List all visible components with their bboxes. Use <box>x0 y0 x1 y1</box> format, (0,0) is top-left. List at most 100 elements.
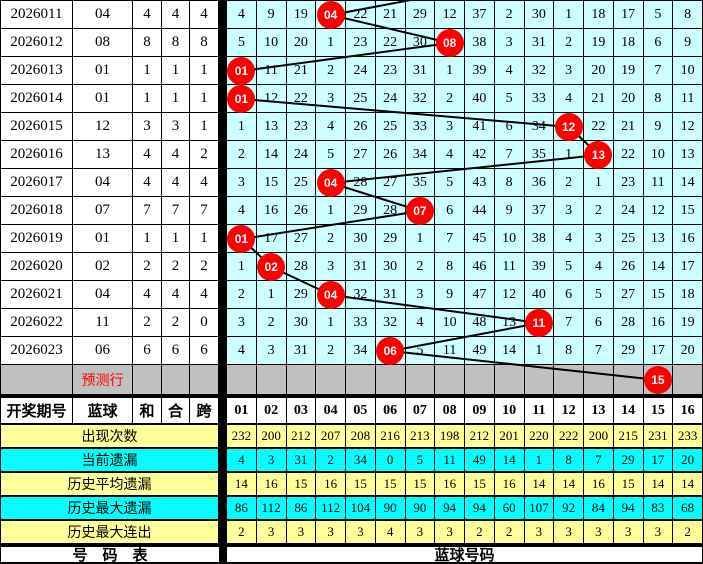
omission-cell: 35 <box>524 141 555 169</box>
prediction-sum-cell <box>133 365 162 395</box>
combo-cell: 1 <box>162 225 190 253</box>
omission-cell: 31 <box>405 57 436 85</box>
stat-label: 历史最大连出 <box>0 521 219 545</box>
stat-value-cell: 208 <box>346 425 376 449</box>
table-row: 2026016 13 4 4 2 <box>0 141 219 169</box>
omission-cell: 36 <box>524 169 555 197</box>
prediction-grid-cell <box>405 365 436 395</box>
stat-value-cell: 3 <box>405 521 436 545</box>
omission-cell: 15 <box>256 169 287 197</box>
stat-value-cell: 11 <box>435 449 465 473</box>
prediction-hit-circle: 15 <box>643 365 672 394</box>
omission-cell: 2 <box>227 141 257 169</box>
omission-cell: 2 <box>435 85 465 113</box>
omission-cell: 2 <box>584 197 614 225</box>
column-header: 16 <box>673 398 703 425</box>
omission-cell: 6 <box>554 281 584 309</box>
stat-value-cell: 2 <box>316 449 346 473</box>
omission-cell: 7 <box>643 57 674 85</box>
sum-cell: 2 <box>133 309 162 337</box>
blue-ball-cell: 12 <box>73 113 133 141</box>
omission-cell: 33 <box>405 113 436 141</box>
omission-cell: 4 <box>554 85 584 113</box>
combo-cell: 4 <box>162 141 190 169</box>
hit-circle: 08 <box>435 28 464 57</box>
omission-cell: 11 <box>673 85 703 113</box>
stat-value-cell: 3 <box>584 521 614 545</box>
omission-cell: 3 <box>584 225 614 253</box>
omission-cell: 19 <box>584 29 614 57</box>
omission-cell: 42 <box>465 141 495 169</box>
stat-value-cell: 15 <box>286 473 317 497</box>
omission-cell: 47 <box>465 281 495 309</box>
stat-value-cell: 104 <box>346 497 376 521</box>
span-cell: 4 <box>190 1 219 29</box>
stat-value-cell: 16 <box>435 473 465 497</box>
stat-value-cell: 231 <box>643 425 674 449</box>
omission-cell: 1 <box>524 337 555 365</box>
period-column-header: 开奖期号 <box>0 398 73 425</box>
table-row: 2026019 01 1 1 1 <box>0 225 219 253</box>
stat-value-cell: 20 <box>673 449 703 473</box>
omission-cell: 8 <box>494 169 525 197</box>
grid-row: 2 14 24 5 27 26 34 4 42 7 35 1 13 22 10 13 <box>227 140 703 169</box>
hit-circle: 11 <box>524 308 553 337</box>
sum-column-header: 和 <box>133 398 162 425</box>
stat-label: 历史平均遗漏 <box>0 473 219 497</box>
omission-cell: 22 <box>584 113 614 141</box>
omission-cell: 41 <box>465 113 495 141</box>
omission-cell: 29 <box>346 197 376 225</box>
sum-cell: 8 <box>133 29 162 57</box>
omission-cell: 4 <box>584 253 614 281</box>
span-cell: 1 <box>190 85 219 113</box>
grid-row: 1 02 28 3 31 30 2 8 46 11 39 5 4 26 14 17 <box>227 252 703 281</box>
omission-cell: 12 <box>494 281 525 309</box>
stat-label: 出现次数 <box>0 425 219 449</box>
omission-cell: 8 <box>673 1 703 29</box>
stat-value-cell: 112 <box>256 497 287 521</box>
prediction-grid-cell <box>673 365 703 395</box>
hit-circle: 12 <box>554 112 583 141</box>
omission-cell: 3 <box>405 281 436 309</box>
table-row: 2026022 11 2 2 0 <box>0 309 219 337</box>
stat-value-cell: 14 <box>524 473 555 497</box>
omission-cell: 24 <box>286 141 317 169</box>
omission-cell: 25 <box>375 113 406 141</box>
omission-cell: 31 <box>524 29 555 57</box>
combo-cell: 3 <box>162 113 190 141</box>
stat-value-cell: 215 <box>613 425 644 449</box>
omission-cell: 11 <box>435 337 465 365</box>
stat-value-cell: 8 <box>554 449 584 473</box>
grid-column-headers: 01 02 03 04 05 06 07 08 09 10 11 12 13 14 15 16 <box>227 395 703 425</box>
stat-value-row: 4 3 31 2 34 0 5 11 49 14 1 8 7 29 17 20 <box>227 449 703 473</box>
stat-value-cell: 2 <box>227 521 257 545</box>
prediction-grid-cell <box>494 365 525 395</box>
omission-cell: 04 <box>316 1 346 29</box>
omission-cell: 1 <box>316 309 346 337</box>
omission-cell: 5 <box>494 85 525 113</box>
omission-cell: 12 <box>554 112 584 141</box>
omission-cell: 14 <box>643 253 674 281</box>
omission-cell: 33 <box>346 309 376 337</box>
stat-value-cell: 220 <box>524 425 555 449</box>
grid-row: 01 17 27 2 30 29 1 7 45 10 38 4 3 25 13 16 <box>227 224 703 253</box>
combo-cell: 1 <box>162 85 190 113</box>
hit-circle: 06 <box>376 336 405 365</box>
blue-ball-cell: 04 <box>73 169 133 197</box>
omission-cell: 07 <box>405 196 436 225</box>
omission-cell: 9 <box>494 197 525 225</box>
hit-circle: 02 <box>257 252 286 281</box>
omission-cell: 13 <box>673 141 703 169</box>
omission-cell: 19 <box>286 1 317 29</box>
blue-ball-cell: 01 <box>73 57 133 85</box>
stat-value-cell: 3 <box>643 521 674 545</box>
column-header: 04 <box>316 398 346 425</box>
omission-cell: 04 <box>316 280 346 309</box>
sum-cell: 1 <box>133 225 162 253</box>
omission-cell: 20 <box>584 57 614 85</box>
prediction-grid-cell <box>584 365 614 395</box>
omission-cell: 23 <box>346 29 376 57</box>
omission-cell: 29 <box>613 337 644 365</box>
sum-cell: 6 <box>133 337 162 365</box>
